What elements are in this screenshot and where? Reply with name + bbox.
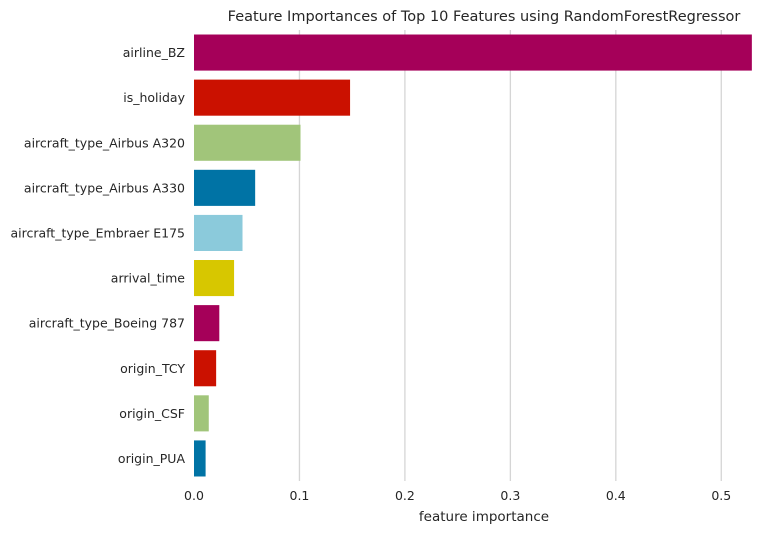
x-tick-label: 0.2	[395, 488, 415, 503]
x-tick-label: 0.4	[606, 488, 626, 503]
chart-title: Feature Importances of Top 10 Features u…	[228, 9, 741, 25]
bar	[194, 214, 243, 251]
x-tick-labels: 0.0 0.1 0.2 0.3 0.4 0.5	[184, 488, 731, 503]
y-tick-label: aircraft_type_Airbus A320	[24, 135, 185, 150]
bar	[194, 305, 220, 342]
x-tick-label: 0.5	[711, 488, 731, 503]
y-tick-label: arrival_time	[111, 271, 186, 286]
bar	[194, 350, 217, 387]
y-tick-label: origin_CSF	[119, 406, 185, 421]
y-tick-label: origin_PUA	[118, 451, 186, 466]
y-tick-label: is_holiday	[123, 90, 185, 105]
y-tick-label: aircraft_type_Embraer E175	[10, 225, 185, 240]
bar	[194, 124, 301, 161]
bar	[194, 395, 209, 432]
y-tick-label: origin_TCY	[120, 361, 185, 376]
y-tick-labels: airline_BZ is_holiday aircraft_type_Airbus…	[10, 45, 185, 466]
bar	[194, 440, 206, 477]
bar	[194, 169, 256, 206]
y-tick-label: aircraft_type_Airbus A330	[24, 180, 185, 195]
bars	[194, 34, 752, 477]
x-tick-label: 0.1	[290, 488, 310, 503]
bar	[194, 79, 351, 116]
x-tick-label: 0.0	[184, 488, 204, 503]
bar	[194, 34, 752, 71]
x-axis-label: feature importance	[419, 509, 549, 525]
y-tick-label: aircraft_type_Boeing 787	[29, 316, 185, 331]
y-tick-label: airline_BZ	[123, 45, 185, 60]
bar	[194, 260, 235, 297]
x-tick-label: 0.3	[500, 488, 520, 503]
